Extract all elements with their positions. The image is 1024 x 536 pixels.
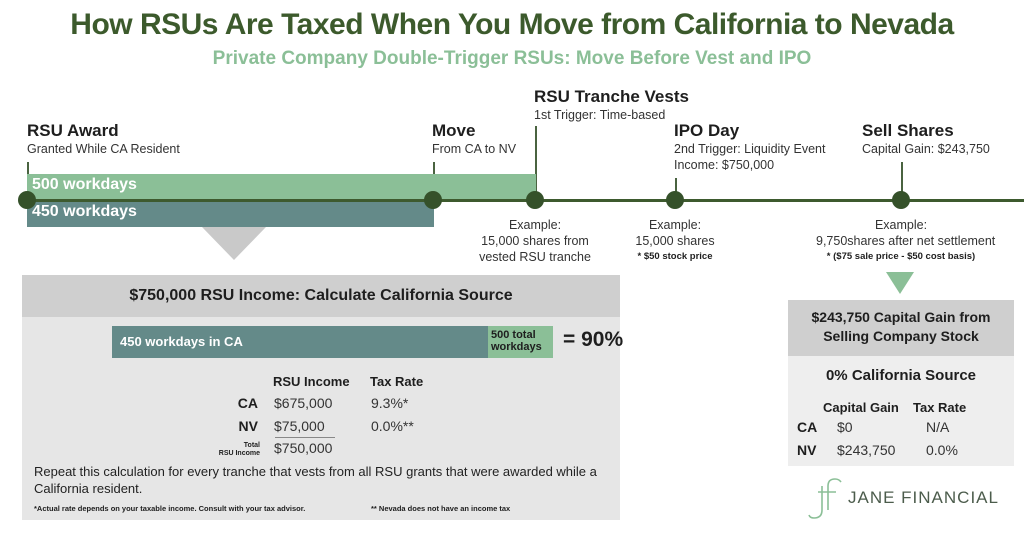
milestone-subtitle: 2nd Trigger: Liquidity Event (674, 142, 826, 156)
pointer-triangle-gain (886, 272, 914, 294)
ca-source-percent: = 90% (563, 328, 624, 351)
example-label: Example: (874, 218, 928, 232)
connector-line (675, 178, 677, 200)
nv-gain-value: $243,750 (837, 442, 896, 458)
col-header-rsu-income: RSU Income (273, 374, 350, 389)
income-box-heading: $750,000 RSU Income: Calculate Californi… (22, 275, 620, 317)
footnote-nv-tax: ** Nevada does not have an income tax (371, 504, 511, 513)
ca-income-value: $675,000 (274, 395, 333, 411)
capital-gain-heading: $243,750 Capital Gain from Selling Compa… (788, 300, 1014, 356)
timeline-dot-sell (892, 191, 910, 209)
nv-tax-rate: 0.0%** (371, 418, 414, 434)
ca-workdays-calc-bar: 450 workdays in CA (112, 326, 488, 358)
example-note: * ($75 sale price - $50 cost basis) (826, 251, 976, 262)
milestone-title: Move (432, 121, 476, 140)
row-label-total: Total RSU Income (200, 442, 260, 458)
total-workdays-calc-bar: 500 total workdays (488, 326, 553, 358)
milestone-subtitle: Capital Gain: $243,750 (862, 142, 990, 156)
timeline-dot-move (424, 191, 442, 209)
col-header-capital-gain: Capital Gain (823, 400, 899, 415)
total-workdays-calc-label: 500 total (491, 329, 536, 341)
example-text: 15,000 shares (635, 234, 715, 248)
example-vest: Example: 15,000 shares from vested RSU t… (470, 217, 600, 265)
capital-gain-heading-line: Selling Company Stock (823, 328, 979, 344)
total-label: Total (243, 442, 260, 449)
col-header-gain-tax-rate: Tax Rate (913, 400, 967, 415)
example-note: * $50 stock price (637, 251, 713, 262)
timeline-dot-vest (526, 191, 544, 209)
page-subtitle: Private Company Double-Trigger RSUs: Mov… (212, 48, 812, 69)
ca-gain-tax-rate: N/A (926, 419, 950, 435)
gain-row-label-nv: NV (797, 442, 817, 458)
capital-gain-box: $243,750 Capital Gain from Selling Compa… (788, 300, 1014, 466)
example-text: 9,750shares after net settlement (816, 234, 996, 248)
repeat-instruction: Repeat this calculation for every tranch… (34, 464, 597, 496)
milestone-title: Sell Shares (862, 121, 954, 140)
milestone-title: RSU Tranche Vests (534, 87, 689, 106)
connector-line (535, 126, 537, 200)
row-label-ca: CA (237, 395, 258, 411)
capital-gain-heading-line: $243,750 Capital Gain from (811, 309, 991, 325)
sum-divider (275, 437, 335, 438)
ca-workdays-bar: 450 workdays (27, 201, 434, 227)
total-workdays-bar: 500 workdays (27, 174, 536, 200)
total-label: RSU Income (218, 450, 260, 457)
example-label: Example: (648, 218, 702, 232)
milestone-subtitle: Granted While CA Resident (27, 142, 180, 156)
page-title: How RSUs Are Taxed When You Move from Ca… (70, 8, 954, 41)
ca-gain-value: $0 (837, 419, 853, 435)
ca-workdays-label: 450 workdays (32, 203, 137, 220)
row-label-nv: NV (238, 418, 258, 434)
example-sell: Example: 9,750shares after net settlemen… (816, 217, 996, 265)
col-header-tax-rate: Tax Rate (370, 374, 424, 389)
milestone-tranche-vests: RSU Tranche Vests 1st Trigger: Time-base… (534, 87, 689, 123)
milestone-subtitle: 1st Trigger: Time-based (534, 108, 666, 122)
nv-income-value: $75,000 (274, 418, 325, 434)
gain-row-label-ca: CA (797, 419, 818, 435)
nv-gain-tax-rate: 0.0% (926, 442, 958, 458)
example-ipo: Example: 15,000 shares * $50 stock price (620, 217, 730, 265)
total-workdays-calc-label: workdays (491, 341, 542, 353)
milestone-move: Move From CA to NV (432, 121, 516, 157)
milestone-title: RSU Award (27, 121, 119, 140)
total-workdays-label: 500 workdays (32, 176, 137, 193)
income-calculation-box: $750,000 RSU Income: Calculate Californi… (22, 275, 620, 520)
milestone-income: Income: $750,000 (674, 158, 775, 172)
milestone-rsu-award: RSU Award Granted While CA Resident (27, 121, 180, 157)
connector-line (901, 162, 903, 200)
footnote-ca-rate: *Actual rate depends on your taxable inc… (34, 504, 306, 513)
total-income-value: $750,000 (274, 440, 333, 456)
pointer-triangle-income (202, 227, 266, 260)
brand-name: JANE FINANCIAL (848, 488, 999, 507)
example-text: vested RSU tranche (479, 250, 591, 264)
jane-financial-logo-icon (808, 478, 842, 519)
timeline-dot-award (18, 191, 36, 209)
example-text: 15,000 shares from (481, 234, 589, 248)
milestone-sell-shares: Sell Shares Capital Gain: $243,750 (862, 121, 990, 157)
timeline-line (27, 199, 1024, 202)
timeline-dot-ipo (666, 191, 684, 209)
example-label: Example: (508, 218, 562, 232)
milestone-ipo-day: IPO Day 2nd Trigger: Liquidity Event Inc… (674, 121, 825, 173)
milestone-title: IPO Day (674, 121, 740, 140)
capital-gain-ca-source: 0% California Source (825, 367, 977, 384)
milestone-subtitle: From CA to NV (432, 142, 517, 156)
ca-tax-rate: 9.3%* (371, 395, 409, 411)
